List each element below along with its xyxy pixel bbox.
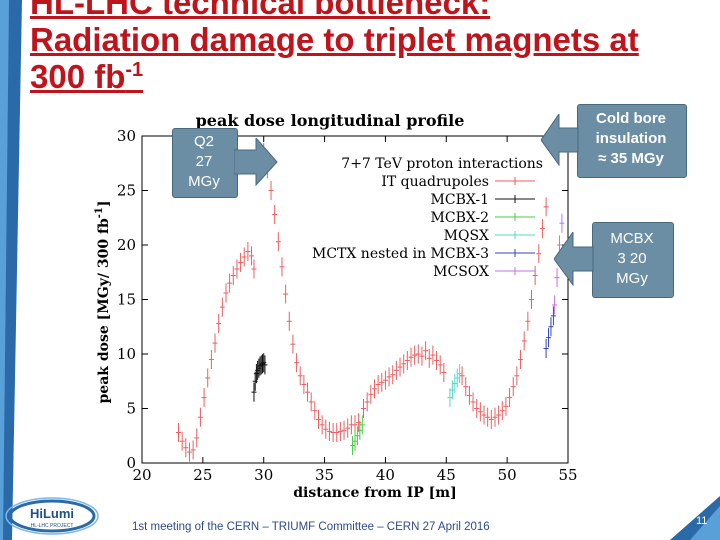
y-tick-label: 0: [126, 454, 136, 472]
legend-label: MCTX nested in MCBX-3: [312, 246, 489, 262]
mcbx-callout-line-2: 3 20: [617, 250, 647, 267]
series-it-quadrupoles: [176, 142, 549, 462]
logo-subtext: HL-LHC PROJECT: [31, 523, 74, 529]
y-tick-label: 5: [126, 400, 136, 418]
footer-text: 1st meeting of the CERN – TRIUMF Committ…: [132, 521, 490, 533]
title-line-3-text: 300 fb: [30, 58, 126, 95]
x-tick-label: 40: [376, 466, 395, 484]
legend-marker: [495, 267, 535, 275]
title-line-1: HL-LHC technical bottleneck:: [30, 0, 491, 21]
q2-callout: Q2 27 MGy: [172, 132, 236, 192]
axis-ticks: 20 25 30 35 40 45 50 55 0 5 10 15 20 25 30: [117, 127, 578, 484]
title-superscript: -1: [125, 59, 144, 81]
q2-callout-line-2: 27: [195, 153, 213, 170]
dose-profile-chart: 20 25 30 35 40 45 50 55 0 5 10 15 20 25 30 7+7 TeV pro…: [94, 111, 578, 501]
legend-marker: [495, 231, 535, 239]
title-line-3: 300 fb-1: [30, 58, 710, 95]
cold-bore-callout-line-3: ≈ 35 MGy: [598, 150, 664, 167]
left-decoration: [0, 0, 22, 540]
x-tick-label: 20: [132, 466, 151, 484]
slide-title: HL-LHC technical bottleneck: Radiation d…: [30, 0, 710, 95]
y-axis-label-sup: -1: [94, 207, 105, 218]
legend-marker: [495, 249, 535, 257]
y-tick-label: 10: [117, 345, 136, 363]
x-axis-label: distance from IP [m]: [293, 485, 456, 501]
mcbx-callout: MCBX 3 20 MGy: [592, 229, 672, 289]
legend-label: MCSOX: [433, 264, 489, 280]
y-axis-label-end: ]: [96, 201, 112, 208]
q2-callout-line-1: Q2: [193, 133, 214, 150]
series-mcbx-2: [350, 415, 365, 456]
cold-bore-callout-line-1: Cold bore: [596, 110, 666, 127]
y-axis-label: peak dose [MGy/ 300 fb-1]: [94, 201, 112, 404]
chart-legend: 7+7 TeV proton interactions IT quadrupole…: [312, 156, 543, 280]
cold-bore-callout-line-2: insulation: [595, 130, 667, 147]
series-mctx-nested-in-mcbx-3: [543, 306, 556, 359]
y-tick-label: 15: [117, 291, 136, 309]
q2-callout-line-3: MGy: [188, 173, 220, 190]
hilumi-logo: HiLumi HL-LHC PROJECT: [5, 497, 99, 535]
legend-marker: [495, 195, 535, 203]
title-line-2: Radiation damage to triplet magnets at: [30, 21, 639, 58]
cold-bore-callout: Cold bore insulation ≈ 35 MGy: [577, 109, 685, 169]
y-tick-label: 30: [117, 127, 136, 145]
x-tick-label: 30: [254, 466, 273, 484]
mcbx-callout-box: [592, 222, 674, 298]
series-mqsx: [447, 364, 463, 408]
page-number: 11: [696, 515, 708, 527]
y-axis-label-text: peak dose [MGy/ 300 fb: [96, 218, 112, 403]
cold-bore-callout-arrow: [541, 114, 579, 166]
series-layer: [176, 142, 565, 462]
x-tick-label: 50: [498, 466, 517, 484]
legend-label: MCBX-2: [431, 210, 489, 226]
legend-marker: [495, 177, 535, 185]
q2-callout-arrow: [234, 138, 278, 186]
legend-title: 7+7 TeV proton interactions: [341, 156, 543, 172]
series-mcbx-1: [251, 353, 268, 402]
x-tick-label: 35: [315, 466, 334, 484]
x-tick-label: 25: [193, 466, 212, 484]
mcbx-callout-line-3: MGy: [616, 270, 648, 287]
corner-decoration: [670, 496, 720, 540]
logo-text: HiLumi: [30, 506, 74, 521]
q2-callout-box: [172, 128, 238, 198]
y-tick-label: 20: [117, 236, 136, 254]
legend-marker: [495, 213, 535, 221]
legend-label: IT quadrupoles: [381, 174, 489, 190]
chart-title: peak dose longitudinal profile: [196, 111, 465, 130]
mcbx-callout-line-1: MCBX: [610, 230, 654, 247]
legend-label: MQSX: [444, 228, 489, 244]
mcbx-callout-arrow: [554, 232, 594, 286]
x-tick-label: 45: [437, 466, 456, 484]
y-tick-label: 25: [117, 182, 136, 200]
cold-bore-callout-box: [577, 104, 687, 178]
x-tick-label: 55: [558, 466, 577, 484]
legend-label: MCBX-1: [431, 192, 489, 208]
